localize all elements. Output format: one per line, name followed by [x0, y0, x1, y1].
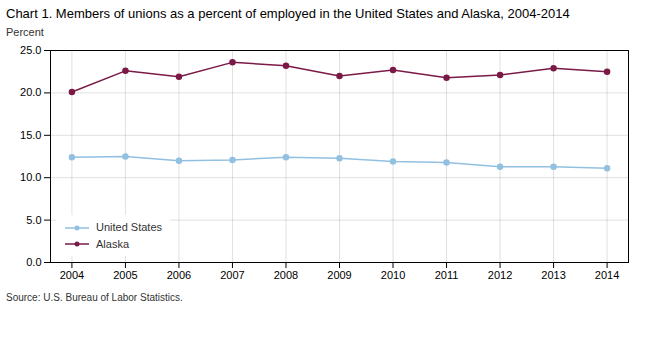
svg-text:25.0: 25.0: [20, 44, 41, 56]
svg-text:15.0: 15.0: [20, 129, 41, 141]
html-text:Chart 1. Members of unions as: Chart 1. Members of unions as a percent …: [6, 6, 570, 21]
svg-text:5.0: 5.0: [26, 214, 41, 226]
html-text:United States: United States: [96, 221, 162, 234]
svg-text:2013: 2013: [541, 270, 565, 282]
html-text:Source: U.S. Bureau of Labor S: Source: U.S. Bureau of Labor Statistics.: [6, 292, 183, 304]
svg-text:0.0: 0.0: [26, 256, 41, 268]
svg-text:2004: 2004: [60, 270, 84, 282]
svg-text:2007: 2007: [220, 270, 244, 282]
svg-text:2010: 2010: [381, 270, 405, 282]
svg-text:2009: 2009: [327, 270, 351, 282]
svg-text:2008: 2008: [274, 270, 298, 282]
html-text:Percent: Percent: [6, 26, 44, 39]
svg-text:2012: 2012: [488, 270, 512, 282]
svg-text:10.0: 10.0: [20, 171, 41, 183]
svg-text:2011: 2011: [435, 270, 459, 282]
svg-text:2006: 2006: [167, 270, 191, 282]
html-text:Alaska: Alaska: [96, 237, 129, 250]
svg-text:2005: 2005: [113, 270, 137, 282]
svg-text:2014: 2014: [595, 270, 619, 282]
svg-text:20.0: 20.0: [20, 87, 41, 99]
